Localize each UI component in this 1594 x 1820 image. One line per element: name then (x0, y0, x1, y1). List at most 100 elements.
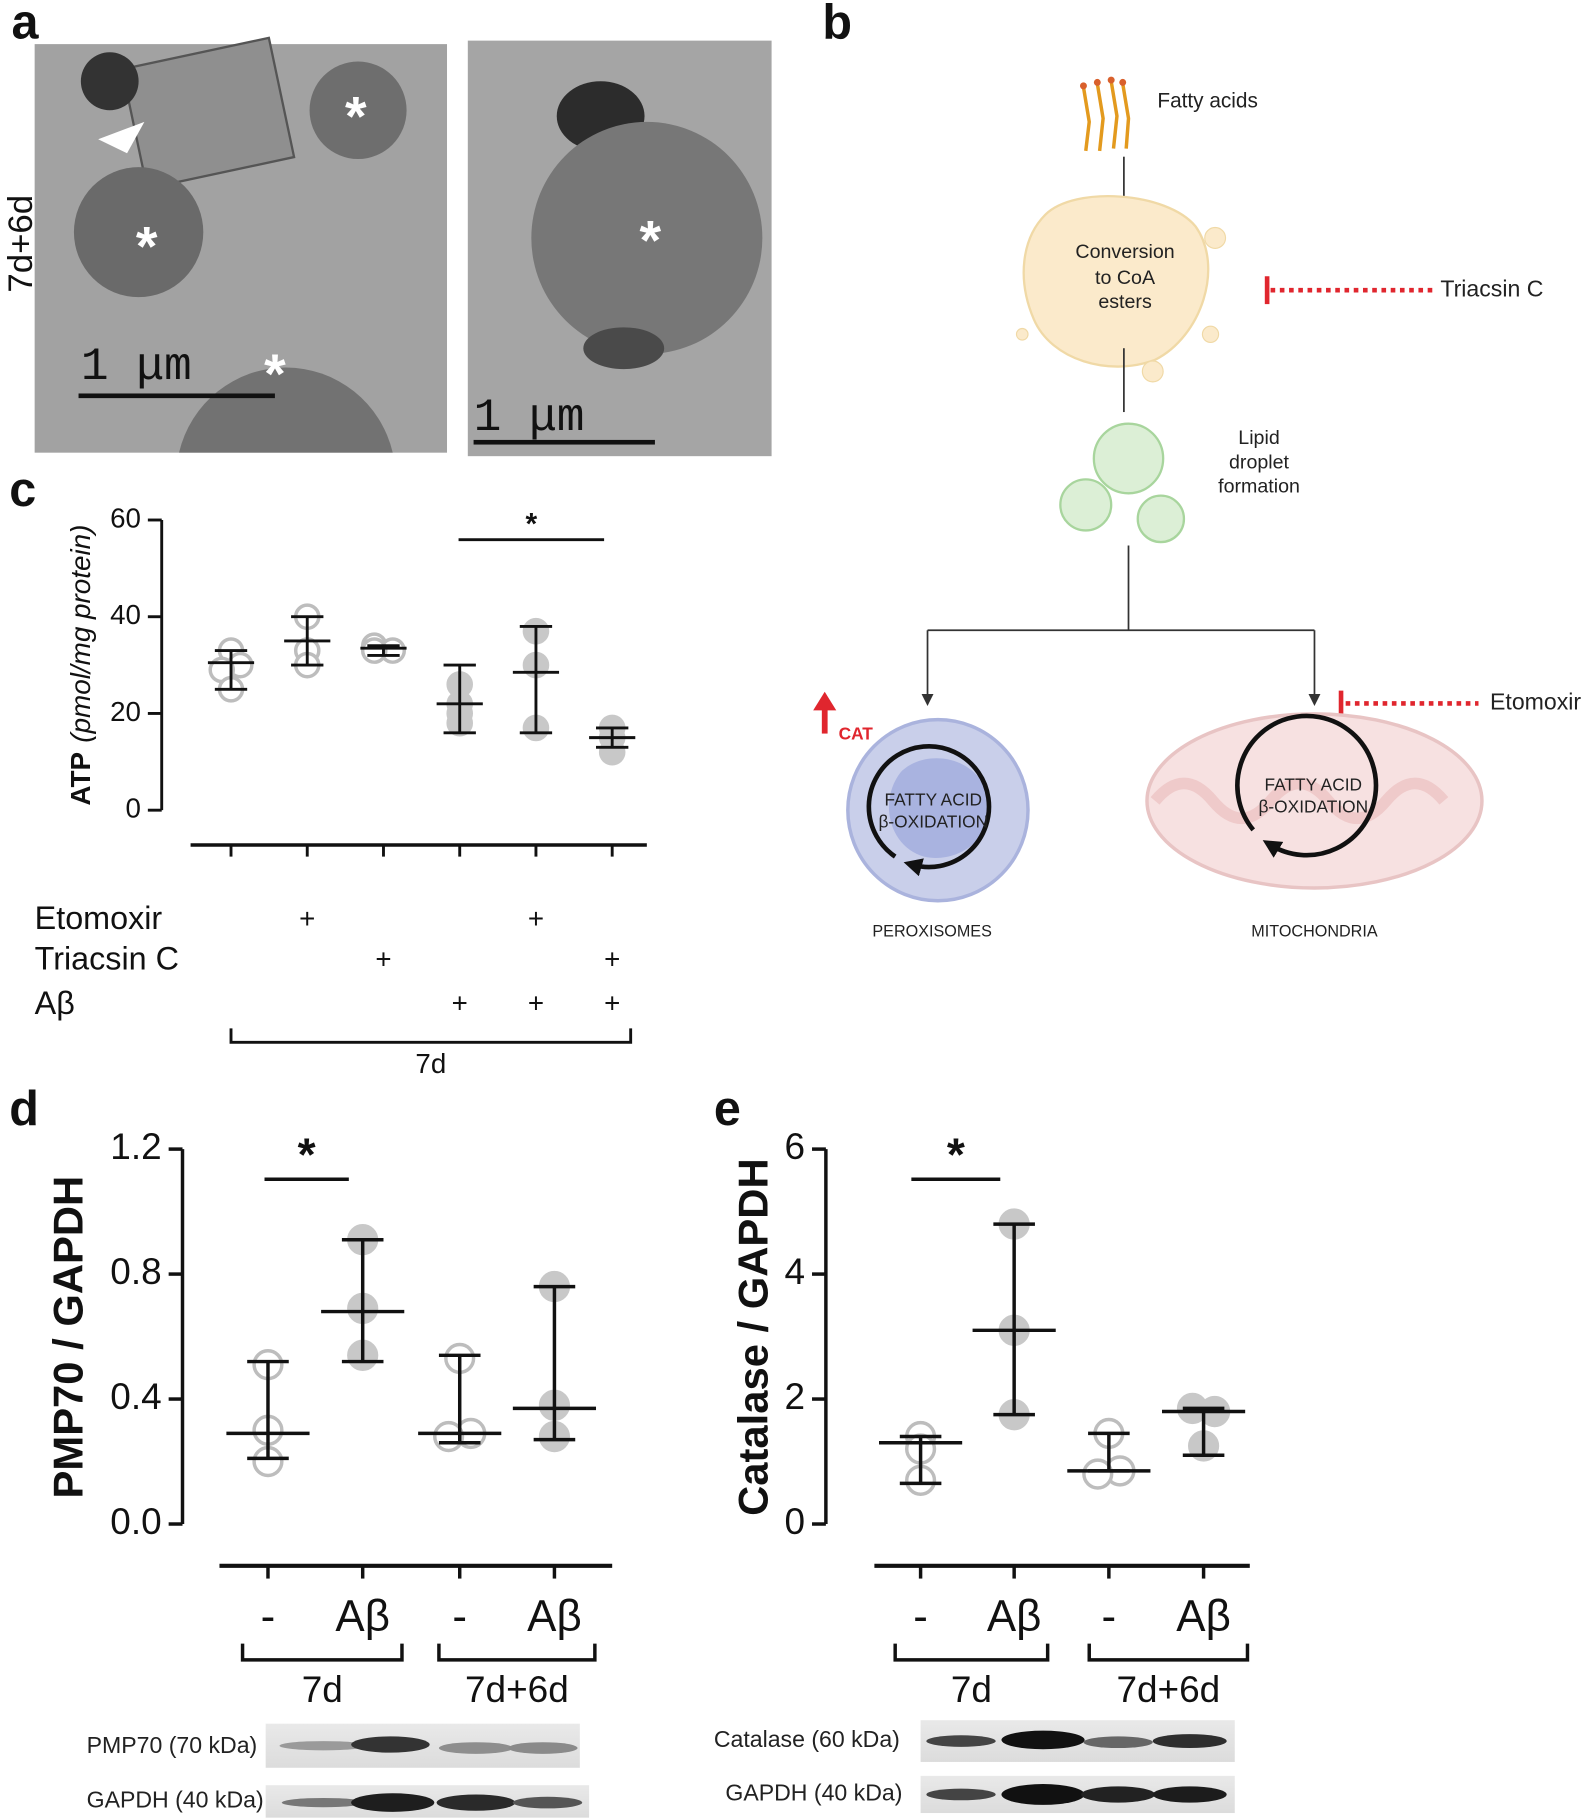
label: β-OXIDATION (1258, 796, 1368, 816)
y-tick-label: 0 (785, 1500, 806, 1542)
label: MITOCHONDRIA (1251, 922, 1378, 940)
blob-dot (1204, 226, 1227, 249)
treatment-mark: + (604, 943, 620, 974)
label: Lipid (1238, 427, 1279, 449)
blot-band (512, 1796, 583, 1809)
blot-band (1081, 1786, 1156, 1803)
lipid-droplet (309, 61, 407, 160)
droplet (1136, 494, 1186, 544)
treatment-mark: + (604, 987, 620, 1018)
treatment-name: Etomoxir (35, 900, 163, 936)
panel-label: b (822, 0, 852, 49)
blot-label: GAPDH (40 kDa) (725, 1780, 902, 1806)
panel-label: d (9, 1082, 39, 1136)
label: Fatty acids (1157, 90, 1257, 113)
micrographs (34, 36, 772, 457)
group-bracket (229, 1028, 633, 1044)
connector (927, 545, 1315, 632)
y-tick-label: 40 (110, 599, 141, 630)
x-tick-label: - (1102, 1592, 1117, 1641)
diagram (813, 76, 1484, 903)
blot-band (1001, 1784, 1085, 1805)
conversion-blob (1022, 194, 1210, 368)
y-axis-label: Catalase / GAPDH (730, 1158, 777, 1516)
cycle-arrow (1235, 713, 1379, 858)
lipid-droplet (73, 167, 204, 298)
droplet-marker: * (345, 85, 367, 147)
y-axis-label-text: Catalase / GAPDH (730, 1158, 777, 1516)
inhibitor-label: Triacsin C (1440, 275, 1543, 301)
blot-label: PMP70 (70 kDa) (87, 1732, 258, 1758)
y-tick-label: 2 (785, 1375, 806, 1417)
panel-label: c (9, 463, 36, 517)
upregulated-label: CAT (839, 723, 874, 743)
blob-dot (1201, 325, 1220, 343)
western-blots (265, 1720, 1235, 1818)
group-bracket (1087, 1643, 1250, 1662)
x-tick-label: - (261, 1592, 276, 1641)
y-axis-label-text: PMP70 / GAPDH (45, 1176, 92, 1499)
blot-band (1152, 1786, 1227, 1803)
condition-label: 7d+6d (2, 195, 40, 293)
peroxisome-core (888, 758, 990, 858)
label: FATTY ACID (1265, 774, 1363, 794)
y-tick-label: 0.8 (110, 1250, 161, 1292)
blot-label: GAPDH (40 kDa) (87, 1787, 264, 1813)
label: formation (1218, 476, 1300, 498)
blot-band (281, 1797, 366, 1808)
label: PEROXISOMES (872, 922, 992, 940)
treatment-name: Aβ (35, 985, 75, 1021)
fatty-acid-heads (1079, 76, 1127, 90)
treatment-mark: + (528, 903, 544, 934)
y-axis-label: ATP (pmol/mg protein) (66, 525, 97, 806)
droplet (1092, 422, 1165, 495)
inhibitor-label: Etomoxir (1490, 688, 1581, 714)
mitochondrion (1145, 712, 1484, 890)
group-label: 7d+6d (1116, 1668, 1220, 1710)
x-tick-label: Aβ (527, 1592, 582, 1641)
group-bracket (437, 1643, 597, 1662)
organelle (583, 327, 665, 370)
organelle (80, 52, 139, 111)
fatty-acid-icon (1081, 80, 1131, 152)
label: β-OXIDATION (878, 811, 988, 831)
significance-label: * (298, 1129, 316, 1181)
treatment-name: Triacsin C (35, 941, 179, 977)
panel-label: e (714, 1082, 741, 1136)
scale-bar-label: 1 μm (81, 340, 192, 393)
group-label: 7d (302, 1668, 343, 1710)
label: droplet (1229, 451, 1290, 473)
scale-bar (78, 393, 275, 399)
y-tick-label: 0.4 (110, 1375, 161, 1417)
label: FATTY ACID (885, 789, 983, 809)
blot-label: Catalase (60 kDa) (714, 1726, 900, 1752)
blob-dot (1141, 360, 1164, 383)
x-tick-label: Aβ (335, 1592, 390, 1641)
y-tick-label: 6 (785, 1125, 806, 1167)
droplet-marker: * (640, 209, 662, 271)
group-bracket (240, 1643, 404, 1662)
lipid-droplet (179, 367, 393, 453)
blot-band (279, 1741, 368, 1751)
scale-bar (473, 439, 655, 445)
blot-band (436, 1794, 516, 1811)
group-label: 7d+6d (465, 1668, 569, 1710)
blot-band (438, 1742, 513, 1754)
blot-band (1001, 1730, 1085, 1750)
timepoint-label: 7d (415, 1048, 446, 1079)
blot-band (926, 1735, 996, 1747)
group-bracket (893, 1643, 1050, 1662)
y-tick-label: 0 (126, 792, 141, 823)
y-tick-label: 4 (785, 1250, 806, 1292)
droplet (1059, 478, 1113, 532)
blob-dot (1015, 327, 1029, 341)
scale-bar-label: 1 μm (474, 391, 585, 444)
y-axis-label-text: ATP (66, 752, 97, 806)
cristae (1150, 777, 1449, 824)
blot-band (351, 1736, 430, 1753)
blot-band (351, 1793, 435, 1812)
x-tick-label: - (913, 1592, 928, 1641)
x-tick-label: Aβ (987, 1592, 1042, 1641)
blot-band (1083, 1736, 1153, 1749)
